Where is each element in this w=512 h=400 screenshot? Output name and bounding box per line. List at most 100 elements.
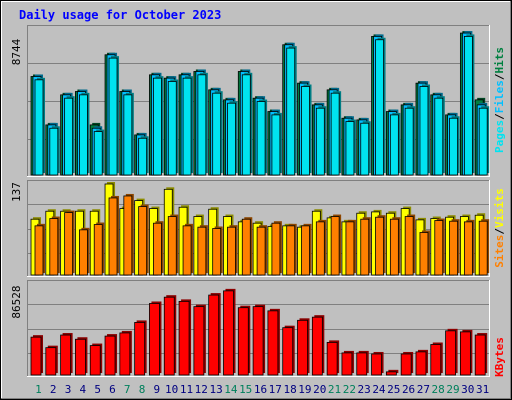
bar-face	[123, 195, 133, 276]
bar-sites-day-12	[197, 225, 208, 276]
bar-kbytes-day-25	[385, 369, 399, 376]
legend-sep-2: /	[493, 73, 506, 80]
bar-face	[227, 102, 236, 176]
bar-face	[79, 94, 88, 176]
bar-face	[34, 225, 44, 276]
legend-pages: Pages	[493, 120, 506, 153]
bar-pages-day-30	[463, 34, 475, 176]
bar-face	[49, 218, 59, 276]
x-tick-label-6: 6	[109, 383, 116, 396]
bar-face	[256, 101, 266, 176]
bar-face	[212, 92, 222, 176]
bar-face	[430, 344, 442, 376]
bar-face	[286, 47, 296, 176]
bar-face	[138, 206, 148, 276]
legend-files: Files	[493, 80, 506, 113]
bar-kbytes-day-13	[208, 293, 221, 376]
x-tick-label-1: 1	[35, 383, 42, 396]
bar-face	[404, 216, 414, 276]
bar-face	[138, 137, 148, 176]
legend-top: Pages/Files/Hits	[493, 47, 506, 153]
bar-sites-day-14	[227, 225, 238, 276]
bar-kbytes-day-15	[237, 305, 251, 376]
bar-pages-day-18	[286, 46, 297, 176]
bar-sites-day-17	[271, 221, 282, 276]
y-max-label-bottom: 86528	[10, 285, 23, 318]
bar-sites-day-1	[34, 223, 45, 276]
bar-face	[104, 335, 116, 376]
bars	[30, 31, 490, 376]
bar-face	[167, 81, 177, 176]
bar-face	[153, 222, 162, 276]
x-tick-label-25: 25	[387, 383, 400, 396]
bar-sites-day-24	[375, 215, 386, 276]
x-tick-label-24: 24	[372, 383, 386, 396]
bar-face	[197, 226, 207, 276]
bar-face	[34, 79, 44, 176]
x-tick-label-17: 17	[269, 383, 282, 396]
bar-pages-day-31	[478, 106, 490, 176]
bar-pages-day-19	[301, 84, 312, 176]
bar-pages-day-17	[271, 112, 282, 176]
bar-kbytes-day-9	[149, 301, 162, 376]
bar-face	[478, 220, 488, 276]
bar-sites-day-13	[212, 226, 223, 276]
bar-face	[315, 107, 325, 176]
x-tick-label-11: 11	[180, 383, 193, 396]
bar-face	[153, 77, 162, 176]
bar-face	[93, 131, 103, 176]
bar-sites-day-27	[419, 230, 430, 276]
bar-pages-day-14	[227, 101, 238, 176]
x-tick-label-12: 12	[195, 383, 208, 396]
bar-kbytes-day-22	[341, 350, 354, 376]
bar-face	[330, 216, 340, 276]
bar-sites-day-16	[256, 225, 268, 276]
bar-kbytes-day-4	[75, 337, 88, 376]
bar-sites-day-18	[286, 223, 297, 276]
bar-face	[49, 127, 59, 176]
bar-face	[45, 347, 57, 376]
bar-sites-day-11	[182, 223, 194, 276]
bar-sites-day-4	[79, 227, 90, 276]
bar-kbytes-day-5	[89, 343, 103, 376]
bar-face	[108, 197, 118, 276]
bar-pages-day-15	[241, 72, 253, 176]
bar-face	[463, 36, 473, 176]
x-tick-label-21: 21	[328, 383, 341, 396]
legend-hits: Hits	[493, 47, 506, 74]
bar-kbytes-day-10	[163, 295, 177, 376]
x-axis-labels: 1 2 3 4 5 6 7 8 9 10 11 12 13 14 15 16 17 18 19 20 21 22 23 24 2…	[35, 383, 489, 396]
bar-face	[286, 225, 296, 276]
x-tick-label-3: 3	[65, 383, 72, 396]
bar-face	[149, 303, 160, 376]
bar-sites-day-3	[64, 210, 75, 276]
x-tick-label-13: 13	[209, 383, 222, 396]
bar-kbytes-day-8	[134, 320, 147, 376]
bar-face	[193, 306, 205, 376]
bar-sites-day-28	[434, 218, 445, 276]
x-tick-label-22: 22	[343, 383, 356, 396]
bar-pages-day-26	[404, 106, 416, 176]
x-tick-label-30: 30	[461, 383, 474, 396]
bar-face	[64, 97, 74, 176]
bar-face	[360, 122, 370, 176]
bar-pages-day-12	[197, 72, 208, 176]
bar-kbytes-day-18	[282, 325, 295, 376]
x-tick-label-31: 31	[476, 383, 489, 396]
bar-kbytes-day-30	[459, 329, 473, 376]
bar-face	[267, 310, 279, 376]
bar-face	[167, 216, 177, 276]
bar-kbytes-day-29	[445, 328, 458, 376]
bar-kbytes-day-11	[178, 299, 192, 376]
x-tick-label-15: 15	[239, 383, 252, 396]
bar-kbytes-day-14	[223, 288, 236, 376]
bar-face	[197, 74, 207, 176]
legend-visits: Visits	[493, 188, 506, 228]
x-tick-label-20: 20	[313, 383, 326, 396]
x-tick-label-14: 14	[224, 383, 238, 396]
x-tick-label-27: 27	[417, 383, 430, 396]
bar-face	[419, 232, 429, 276]
legend-sep-3: /	[493, 228, 506, 235]
bar-face	[389, 114, 399, 176]
bar-pages-day-21	[330, 91, 342, 176]
